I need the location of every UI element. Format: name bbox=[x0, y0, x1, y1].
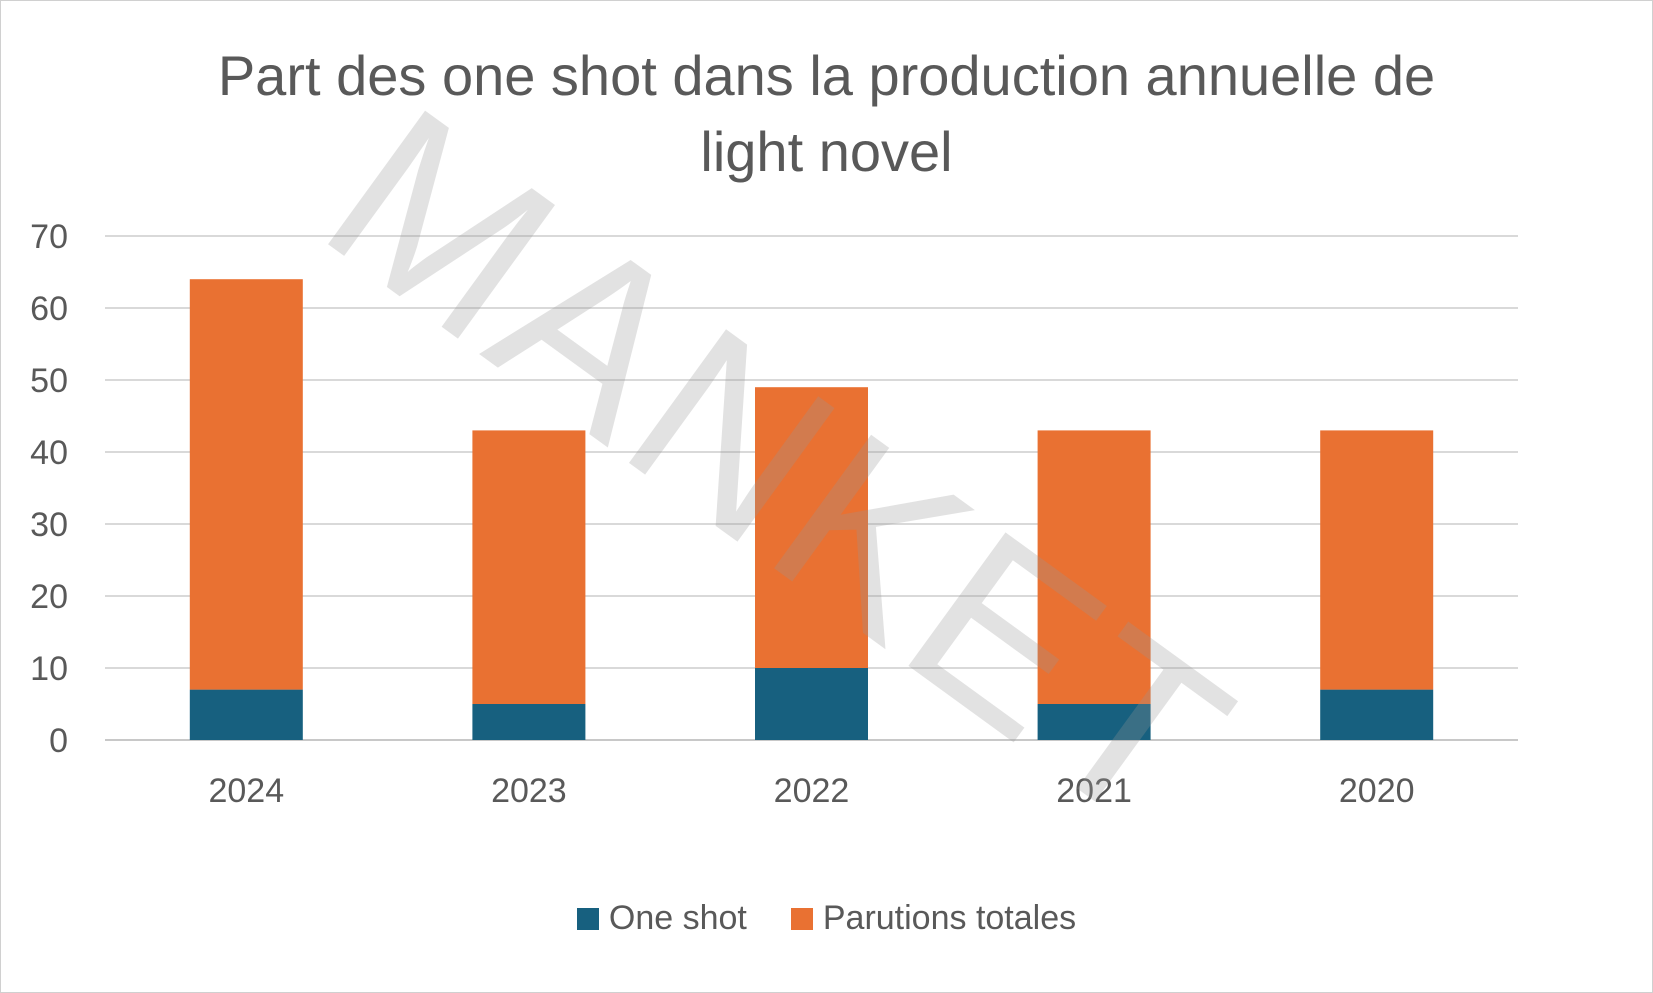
bar-parutions-totales-2021 bbox=[1037, 430, 1151, 704]
x-tick-label: 2024 bbox=[208, 772, 284, 810]
y-tick-label: 10 bbox=[30, 650, 68, 688]
x-tick-label: 2021 bbox=[1056, 772, 1132, 810]
chart-legend: One shot Parutions totales bbox=[0, 899, 1653, 938]
y-tick-label: 30 bbox=[30, 506, 68, 544]
y-tick-label: 20 bbox=[30, 578, 68, 616]
x-tick-label: 2020 bbox=[1339, 772, 1415, 810]
y-tick-label: 50 bbox=[30, 362, 68, 400]
bar-one-shot-2020 bbox=[1320, 689, 1434, 740]
y-tick-label: 40 bbox=[30, 434, 68, 472]
y-tick-label: 60 bbox=[30, 290, 68, 328]
bar-parutions-totales-2020 bbox=[1320, 430, 1434, 690]
bar-parutions-totales-2024 bbox=[189, 279, 303, 690]
legend-swatch-parutions-totales bbox=[790, 907, 813, 930]
x-tick-label: 2023 bbox=[491, 772, 567, 810]
chart-title: Part des one shot dans la production ann… bbox=[217, 44, 1436, 183]
y-tick-label: 0 bbox=[49, 722, 68, 760]
y-tick-label: 70 bbox=[30, 218, 68, 256]
bar-one-shot-2024 bbox=[189, 689, 303, 740]
bar-parutions-totales-2023 bbox=[472, 430, 586, 704]
bar-one-shot-2023 bbox=[472, 704, 586, 740]
bar-one-shot-2022 bbox=[755, 668, 868, 740]
legend-label-parutions-totales: Parutions totales bbox=[822, 899, 1077, 937]
legend-item-one-shot: One shot bbox=[576, 899, 747, 938]
bar-one-shot-2021 bbox=[1037, 704, 1151, 740]
x-tick-label: 2022 bbox=[774, 772, 850, 810]
legend-swatch-one-shot bbox=[576, 907, 599, 930]
legend-label-one-shot: One shot bbox=[608, 899, 747, 937]
bar-parutions-totales-2022 bbox=[755, 387, 868, 668]
legend-item-parutions-totales: Parutions totales bbox=[790, 899, 1077, 938]
